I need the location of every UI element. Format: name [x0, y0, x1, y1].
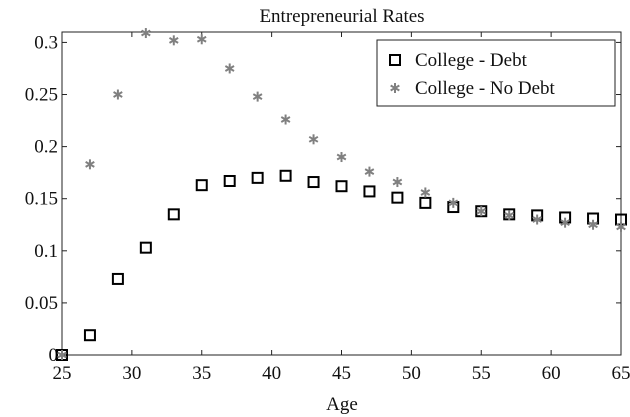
x-tick-label: 40 [262, 363, 281, 384]
legend: College - Debt College - No Debt [376, 39, 616, 107]
data-point-asterisk [448, 197, 459, 208]
asterisk-stroke [57, 351, 67, 359]
chart-title: Entrepreneurial Rates [259, 6, 424, 27]
data-point-square [223, 174, 236, 187]
ticks-layer: 25 30 35 40 45 50 55 60 65 0 0.05 0.1 0.15 0.2 0.25 0.3 [25, 32, 630, 384]
data-point-asterisk [113, 89, 123, 100]
series-1 [56, 169, 627, 361]
asterisk-stroke [588, 221, 598, 229]
y-tick-label: 0.05 [25, 293, 58, 314]
asterisk-stroke [560, 219, 570, 227]
y-tick-label: 0.2 [34, 137, 58, 158]
data-point-asterisk [392, 177, 403, 188]
y-tick-label: 0.3 [34, 32, 58, 53]
asterisk-stroke [113, 91, 123, 98]
x-tick-label: 55 [472, 363, 491, 384]
data-point-asterisk [532, 214, 542, 225]
data-point-square [111, 272, 124, 285]
data-point-square [363, 185, 376, 198]
asterisk-stroke [616, 223, 626, 231]
data-point-asterisk [141, 28, 151, 39]
y-tick-label: 0.15 [25, 189, 58, 210]
x-tick-label: 60 [542, 363, 561, 384]
asterisk-stroke [364, 168, 375, 175]
data-point-asterisk [560, 217, 570, 228]
data-point-square [419, 196, 432, 209]
y-tick-label: 0.1 [34, 241, 58, 262]
data-point-asterisk [588, 219, 598, 230]
asterisk-stroke [420, 189, 431, 196]
asterisk-stroke [532, 216, 542, 223]
x-tick-label: 30 [122, 363, 141, 384]
asterisk-stroke [85, 160, 95, 168]
x-tick-label: 45 [332, 363, 351, 384]
asterisk-stroke [168, 36, 179, 44]
asterisk-stroke [336, 153, 347, 161]
asterisk-stroke [252, 93, 263, 100]
asterisk-stroke [448, 199, 459, 207]
data-point-square [83, 329, 96, 342]
data-point-asterisk [364, 166, 375, 177]
data-point-asterisk [57, 350, 67, 360]
asterisk-stroke [392, 178, 403, 186]
data-point-square [251, 171, 264, 184]
data-point-asterisk [168, 35, 179, 46]
data-point-square [139, 241, 152, 254]
data-point-asterisk [85, 159, 95, 170]
data-point-asterisk [504, 210, 515, 221]
data-point-square [279, 169, 292, 182]
data-point-square [335, 180, 348, 193]
data-point-square [307, 176, 320, 189]
data-point-asterisk [616, 221, 626, 232]
data-point-asterisk [224, 63, 235, 74]
asterisk-stroke [196, 35, 207, 43]
data-point-asterisk [280, 114, 291, 125]
x-axis-label: Age [326, 394, 358, 415]
data-point-asterisk [476, 206, 487, 217]
legend-marker-square [389, 54, 401, 66]
asterisk-stroke [504, 212, 515, 219]
data-point-square [195, 179, 208, 192]
x-tick-label: 65 [612, 363, 630, 384]
data-point-asterisk [308, 134, 319, 145]
asterisk-stroke [308, 135, 319, 143]
marks-layer [56, 28, 627, 361]
data-point-square [167, 208, 180, 221]
x-tick-label: 50 [402, 363, 421, 384]
y-tick-label: 0.25 [25, 85, 58, 106]
data-point-asterisk [196, 34, 207, 45]
x-tick-label: 35 [192, 363, 211, 384]
data-point-square [391, 191, 404, 204]
y-tick-label: 0 [49, 345, 59, 366]
asterisk-stroke [141, 29, 151, 37]
legend-marker-asterisk [390, 83, 400, 93]
series-2 [57, 28, 626, 360]
data-point-asterisk [420, 187, 431, 198]
asterisk-stroke [224, 65, 235, 72]
x-tick-label: 25 [53, 363, 72, 384]
legend-box [376, 39, 616, 107]
data-point-asterisk [336, 152, 347, 163]
legend-label: College - Debt [415, 50, 528, 71]
asterisk-stroke [390, 84, 400, 92]
asterisk-stroke [280, 116, 291, 123]
asterisk-stroke [476, 207, 487, 215]
legend-label: College - No Debt [415, 78, 556, 99]
data-point-asterisk [252, 91, 263, 102]
